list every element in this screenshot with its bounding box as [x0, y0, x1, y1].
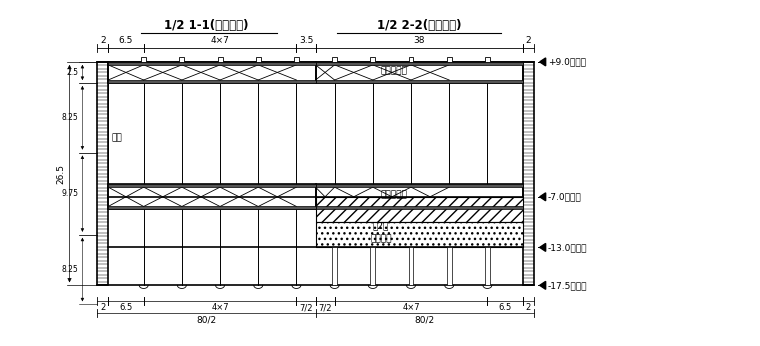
Text: 1/2 2-2(承台施工): 1/2 2-2(承台施工)	[377, 19, 461, 32]
Text: 2: 2	[100, 36, 106, 45]
Bar	[409, 57, 413, 62]
Bar	[256, 57, 261, 62]
Bar	[179, 57, 185, 62]
Text: 6.5: 6.5	[499, 303, 511, 312]
Bar	[523, 62, 534, 285]
Bar	[315, 184, 523, 187]
Text: 分2次: 分2次	[373, 222, 389, 231]
Bar	[409, 247, 413, 285]
Bar	[315, 207, 523, 209]
Bar	[141, 57, 146, 62]
Bar	[108, 62, 315, 65]
Text: 2: 2	[525, 36, 531, 45]
Bar	[97, 62, 108, 285]
Bar	[315, 62, 523, 83]
Text: 底层内支檄: 底层内支檄	[381, 191, 408, 200]
Text: 4×7: 4×7	[402, 303, 420, 312]
Polygon shape	[540, 244, 546, 251]
Text: 1/2 1-1(封底施工): 1/2 1-1(封底施工)	[164, 19, 249, 32]
Text: -17.5吸筱底: -17.5吸筱底	[548, 281, 587, 290]
Bar	[370, 57, 375, 62]
Text: 7/2: 7/2	[318, 303, 332, 312]
Text: 38: 38	[413, 36, 425, 45]
Bar	[315, 222, 523, 247]
Polygon shape	[540, 281, 546, 289]
Bar	[315, 80, 523, 83]
Bar	[315, 62, 523, 65]
Text: +9.0吸筱顶: +9.0吸筱顶	[548, 57, 586, 66]
Bar	[108, 80, 315, 83]
Bar	[294, 57, 299, 62]
Text: 8.25: 8.25	[62, 265, 78, 274]
Text: 吸杆: 吸杆	[111, 133, 122, 142]
Text: -7.0承台顶: -7.0承台顶	[548, 192, 581, 201]
Text: 6.5: 6.5	[119, 303, 132, 312]
Text: 9.75: 9.75	[62, 189, 78, 198]
Text: 7/2: 7/2	[299, 303, 312, 312]
Text: 2: 2	[526, 303, 531, 312]
Bar	[447, 247, 451, 285]
Bar	[315, 197, 523, 222]
Text: 2.5: 2.5	[66, 68, 78, 77]
Text: 3.5: 3.5	[299, 36, 313, 45]
Bar	[108, 184, 315, 187]
Bar	[332, 57, 337, 62]
Text: 80/2: 80/2	[414, 315, 435, 324]
Polygon shape	[540, 58, 546, 66]
Bar	[447, 57, 451, 62]
Text: 2: 2	[100, 303, 106, 312]
Text: 浇注承台: 浇注承台	[370, 235, 391, 244]
Text: 8.25: 8.25	[62, 113, 78, 122]
Bar	[108, 184, 315, 209]
Text: 6.5: 6.5	[119, 36, 133, 45]
Bar	[217, 57, 223, 62]
Bar	[485, 57, 490, 62]
Bar	[108, 207, 315, 209]
Bar	[370, 247, 375, 285]
Text: 4×7: 4×7	[211, 303, 229, 312]
Text: -13.0承台底: -13.0承台底	[548, 243, 587, 252]
Bar	[108, 62, 315, 83]
Bar	[332, 247, 337, 285]
Text: 4×7: 4×7	[211, 36, 230, 45]
Polygon shape	[540, 193, 546, 201]
Text: 顶层内支檄: 顶层内支檄	[381, 66, 408, 75]
Text: 26.5: 26.5	[56, 164, 65, 184]
Bar	[485, 247, 490, 285]
Bar	[315, 184, 523, 209]
Text: 80/2: 80/2	[196, 315, 217, 324]
